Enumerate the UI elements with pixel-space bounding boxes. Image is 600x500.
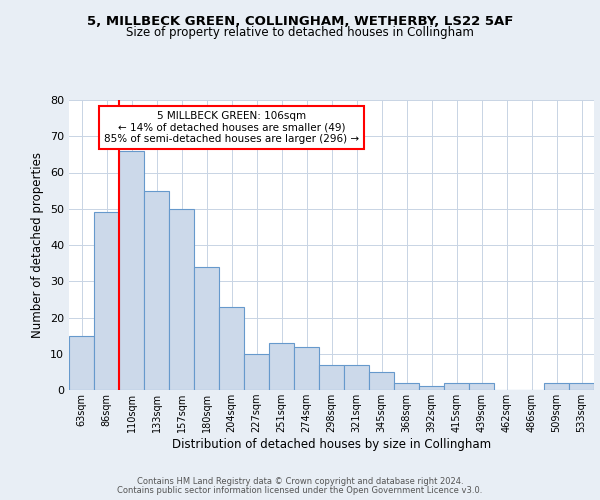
Bar <box>469 383 494 390</box>
Bar <box>444 383 469 390</box>
Y-axis label: Number of detached properties: Number of detached properties <box>31 152 44 338</box>
Bar <box>194 267 219 390</box>
Bar <box>169 209 194 390</box>
Bar <box>119 151 144 390</box>
Text: 5 MILLBECK GREEN: 106sqm
← 14% of detached houses are smaller (49)
85% of semi-d: 5 MILLBECK GREEN: 106sqm ← 14% of detach… <box>104 111 359 144</box>
Bar <box>319 364 344 390</box>
Text: Size of property relative to detached houses in Collingham: Size of property relative to detached ho… <box>126 26 474 39</box>
Bar <box>94 212 119 390</box>
Bar <box>294 346 319 390</box>
Bar <box>269 343 294 390</box>
Text: Contains public sector information licensed under the Open Government Licence v3: Contains public sector information licen… <box>118 486 482 495</box>
Bar <box>369 372 394 390</box>
Bar <box>394 383 419 390</box>
Bar <box>544 383 569 390</box>
Text: 5, MILLBECK GREEN, COLLINGHAM, WETHERBY, LS22 5AF: 5, MILLBECK GREEN, COLLINGHAM, WETHERBY,… <box>87 15 513 28</box>
X-axis label: Distribution of detached houses by size in Collingham: Distribution of detached houses by size … <box>172 438 491 451</box>
Bar <box>344 364 369 390</box>
Bar <box>419 386 444 390</box>
Text: Contains HM Land Registry data © Crown copyright and database right 2024.: Contains HM Land Registry data © Crown c… <box>137 477 463 486</box>
Bar <box>569 383 594 390</box>
Bar <box>219 306 244 390</box>
Bar <box>144 190 169 390</box>
Bar <box>69 336 94 390</box>
Bar <box>244 354 269 390</box>
